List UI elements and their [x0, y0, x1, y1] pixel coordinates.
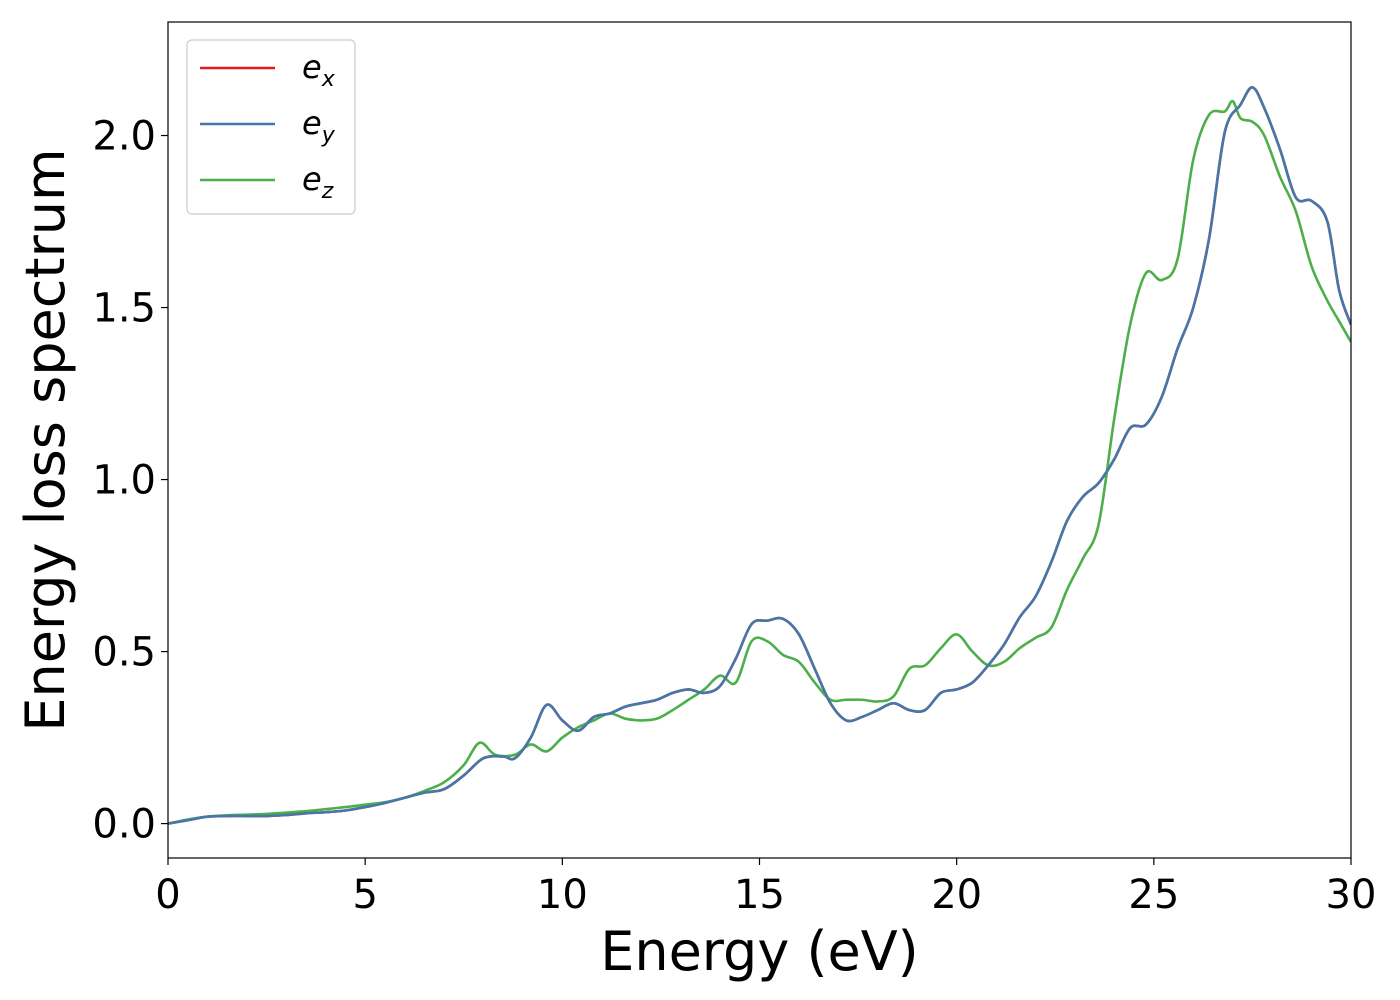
legend-label-z: ez	[302, 160, 334, 204]
y-tick-label: 2.0	[92, 114, 156, 160]
series-line-ey	[168, 86, 1351, 825]
legend-label-base: e	[302, 104, 322, 142]
y-axis-label: Energy loss spectrum	[14, 148, 77, 731]
y-axis-ticks: 0.0 0.5 1.0 1.5 2.0	[92, 114, 168, 848]
legend-label-subscript: z	[321, 179, 334, 204]
x-tick-label: 5	[352, 872, 377, 918]
x-tick-label: 20	[931, 872, 982, 918]
x-tick-label: 30	[1326, 872, 1377, 918]
x-axis-label: Energy (eV)	[600, 920, 919, 983]
x-axis-ticks: 0 5 10 15 20 25 30	[155, 858, 1376, 918]
legend-label-subscript: x	[321, 67, 336, 92]
y-tick-label: 0.0	[92, 802, 156, 848]
y-tick-label: 1.0	[92, 458, 156, 504]
legend-label-x: ex	[302, 48, 336, 92]
x-tick-label: 25	[1128, 872, 1179, 918]
legend-label-y: ey	[302, 104, 336, 148]
y-tick-label: 0.5	[92, 630, 156, 676]
legend-box	[186, 39, 356, 215]
legend-label-base: e	[302, 160, 322, 198]
x-tick-label: 15	[734, 872, 785, 918]
x-tick-label: 0	[155, 872, 180, 918]
legend-label-base: e	[302, 48, 322, 86]
series-layer	[168, 86, 1351, 825]
y-tick-label: 1.5	[92, 286, 156, 332]
x-tick-label: 10	[537, 872, 588, 918]
legend-label-subscript: y	[321, 123, 336, 148]
